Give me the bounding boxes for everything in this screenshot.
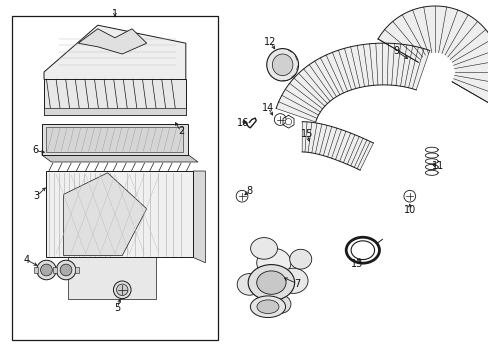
Polygon shape [68,257,156,299]
Ellipse shape [256,271,285,294]
Ellipse shape [237,274,261,295]
Circle shape [116,284,128,296]
Ellipse shape [278,268,307,293]
Circle shape [236,190,247,202]
Ellipse shape [248,265,294,301]
Polygon shape [193,171,205,263]
Polygon shape [44,108,185,115]
Ellipse shape [266,49,298,81]
Polygon shape [44,79,185,115]
Text: 13: 13 [350,258,363,269]
Ellipse shape [256,248,290,277]
Polygon shape [63,173,146,256]
Circle shape [37,260,56,280]
Polygon shape [44,25,185,101]
Bar [75,267,79,273]
Circle shape [41,264,52,276]
Text: 7: 7 [294,279,300,289]
Bar [34,267,38,273]
Ellipse shape [258,285,285,309]
Circle shape [56,260,76,280]
Text: 15: 15 [300,129,313,139]
Ellipse shape [257,300,279,314]
Circle shape [113,281,131,298]
Ellipse shape [272,54,292,76]
Text: 5: 5 [114,303,120,313]
Bar [12,16,217,340]
Text: 1: 1 [112,9,118,19]
Circle shape [403,190,415,202]
Ellipse shape [289,249,311,269]
Ellipse shape [271,295,290,313]
Bar [46,127,183,152]
Circle shape [285,118,291,125]
Circle shape [274,114,285,125]
Text: 16: 16 [237,118,249,128]
Ellipse shape [250,238,277,259]
Bar [55,267,59,273]
Ellipse shape [250,296,285,318]
Text: 3: 3 [34,191,40,201]
Polygon shape [302,122,373,170]
Text: 6: 6 [32,145,38,156]
Bar [41,124,188,155]
Text: 12: 12 [264,37,276,48]
Polygon shape [78,29,146,54]
Polygon shape [41,155,198,162]
Bar [53,267,57,273]
Polygon shape [377,6,488,105]
Text: 8: 8 [246,186,252,196]
Text: 2: 2 [178,126,183,136]
Bar [46,171,193,257]
Polygon shape [276,43,429,122]
Text: 10: 10 [403,204,415,215]
Text: 9: 9 [392,46,398,56]
Text: 4: 4 [24,255,30,265]
Text: 14: 14 [261,103,274,113]
Text: 11: 11 [431,161,444,171]
Circle shape [60,264,72,276]
